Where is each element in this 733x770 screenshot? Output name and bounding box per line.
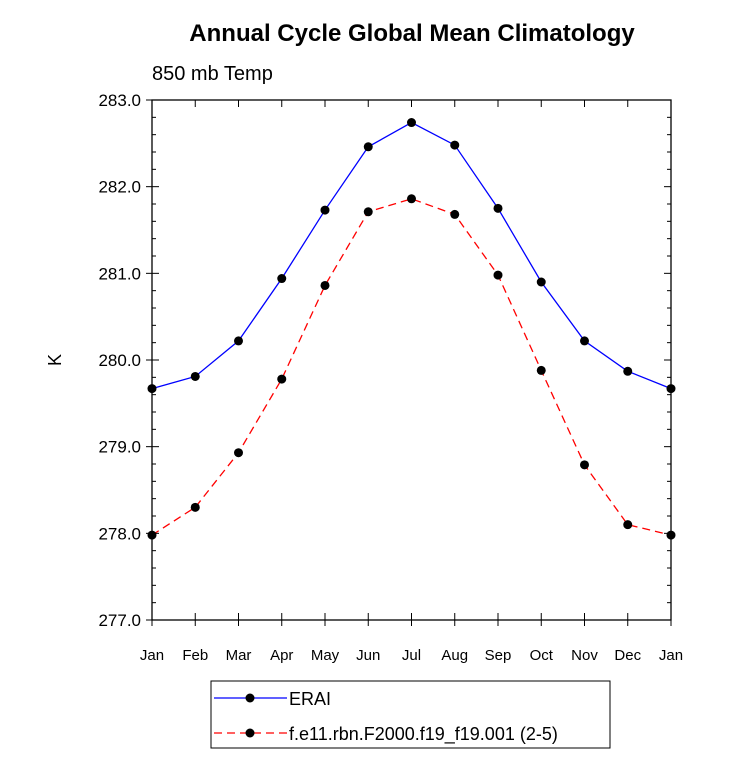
series-2 — [147, 194, 676, 540]
y-tick-label: 278.0 — [98, 524, 141, 543]
series-line — [151, 198, 672, 536]
x-tick-label: May — [311, 647, 340, 664]
data-point — [493, 270, 503, 280]
legend-box — [210, 680, 611, 749]
chart-title: Annual Cycle Global Mean Climatology — [189, 20, 635, 47]
data-point — [320, 205, 330, 215]
data-point — [666, 384, 676, 394]
x-tick-label: Oct — [530, 647, 554, 664]
data-point — [407, 118, 416, 128]
x-tick-label: Sep — [485, 647, 512, 664]
series-layer — [147, 118, 676, 540]
series-1 — [147, 118, 676, 394]
y-axis-label: K — [45, 354, 65, 366]
data-point — [363, 142, 373, 152]
x-tick-label: Nov — [571, 647, 598, 664]
data-point — [493, 203, 503, 213]
data-point — [623, 520, 633, 530]
y-tick-label: 281.0 — [98, 264, 141, 283]
data-point — [363, 207, 373, 217]
data-point — [407, 194, 416, 204]
data-point — [536, 365, 546, 375]
data-point — [320, 280, 330, 290]
legend-label: f.e11.rbn.F2000.f19_f19.001 (2-5) — [289, 724, 558, 745]
legend: ERAI f.e11.rbn.F2000.f19_f19.001 (2-5) — [210, 680, 611, 749]
y-tick-label: 277.0 — [98, 611, 141, 630]
data-point — [147, 384, 157, 394]
x-tick-label: Aug — [441, 647, 468, 664]
x-tick-label: Jan — [659, 647, 683, 664]
x-tick-labels: Jan Feb Mar Apr May Jun Jul Aug Sep Oct Nov Dec Jan — [140, 647, 683, 664]
data-point — [536, 277, 546, 287]
x-tick-label: Dec — [614, 647, 641, 664]
data-point — [190, 502, 200, 512]
chart-subtitle: 850 mb Temp — [152, 63, 273, 85]
data-point — [450, 140, 460, 150]
y-tick-label: 282.0 — [98, 178, 141, 197]
y-tick-label: 279.0 — [98, 438, 141, 457]
x-tick-label: Jan — [140, 647, 164, 664]
y-tick-labels: 277.0 278.0 279.0 280.0 281.0 282.0 283.0 — [98, 91, 141, 630]
data-point — [234, 336, 243, 346]
legend-label: ERAI — [289, 689, 331, 709]
x-tick-label: Jun — [356, 647, 380, 664]
data-point — [623, 366, 633, 376]
x-tick-label: Apr — [270, 647, 293, 664]
plot-frame — [151, 99, 672, 621]
data-point — [277, 374, 287, 384]
data-point — [190, 371, 200, 381]
x-tick-label: Feb — [182, 647, 208, 664]
data-point — [450, 209, 460, 219]
axis-ticks — [146, 99, 672, 626]
series-line — [151, 121, 672, 390]
data-point — [580, 460, 589, 470]
data-point — [234, 448, 243, 458]
x-tick-label: Jul — [402, 647, 421, 664]
data-point — [580, 336, 589, 346]
legend-marker — [245, 728, 255, 738]
y-tick-label: 280.0 — [98, 351, 141, 370]
y-tick-label: 283.0 — [98, 91, 141, 110]
x-tick-label: Mar — [226, 647, 252, 664]
data-point — [147, 530, 157, 540]
data-point — [277, 274, 287, 284]
data-point — [666, 530, 676, 540]
legend-marker — [245, 693, 255, 703]
